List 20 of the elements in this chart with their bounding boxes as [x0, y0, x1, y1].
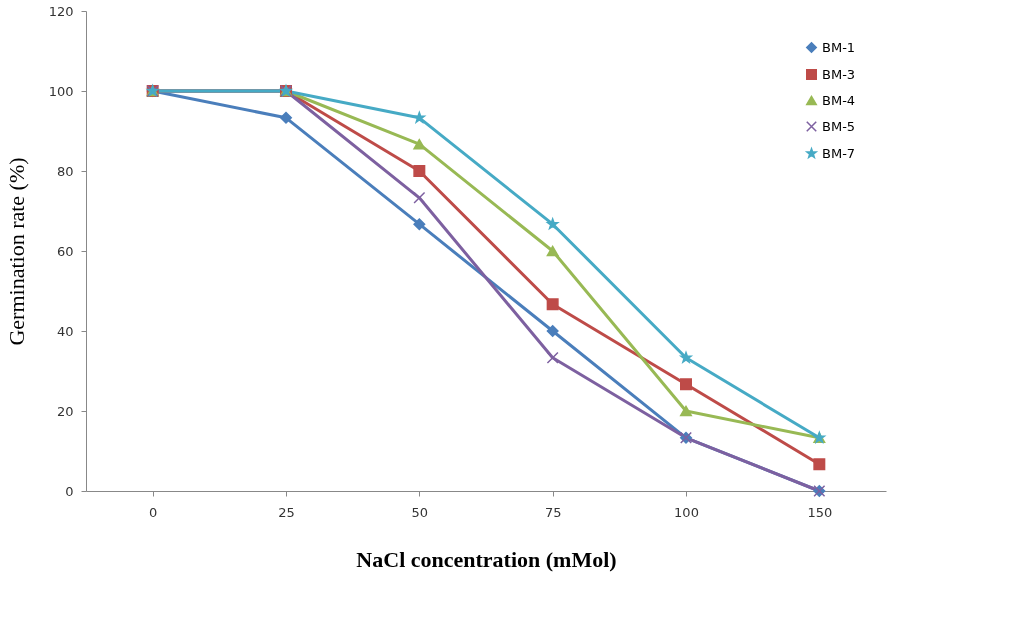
legend-label: BM-7 — [822, 145, 856, 161]
y-tick-label: 60 — [56, 243, 74, 259]
x-tick-label: 25 — [278, 504, 295, 520]
y-tick-label: 80 — [56, 163, 74, 179]
legend-label: BM-3 — [822, 66, 856, 82]
legend-label: BM-5 — [822, 118, 856, 134]
x-tick-label: 100 — [674, 504, 699, 520]
x-tick-label: 150 — [807, 504, 833, 520]
x-tick-label: 50 — [411, 504, 429, 520]
y-tick-label: 0 — [65, 483, 74, 499]
y-tick-label: 40 — [56, 323, 74, 339]
y-tick-label: 20 — [56, 403, 74, 419]
y-tick-label: 120 — [48, 3, 74, 19]
y-axis-title: Germination rate (%) — [3, 157, 29, 346]
x-axis-title: NaCl concentration (mMol) — [356, 546, 617, 572]
x-tick-label: 75 — [544, 504, 562, 520]
x-tick-label: 0 — [149, 504, 158, 520]
legend-label: BM-4 — [822, 92, 856, 108]
y-tick-label: 100 — [48, 83, 74, 99]
legend-label: BM-1 — [822, 39, 856, 55]
